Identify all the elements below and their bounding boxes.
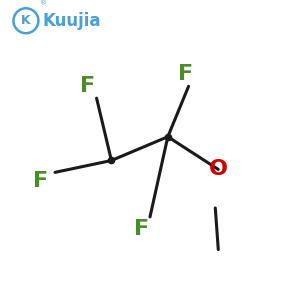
Text: K: K [21, 14, 31, 27]
Text: F: F [80, 76, 95, 96]
Text: O: O [209, 159, 228, 179]
Text: ®: ® [40, 1, 47, 7]
Text: F: F [134, 219, 149, 239]
Text: F: F [178, 64, 193, 84]
Text: F: F [33, 171, 48, 191]
Text: Kuujia: Kuujia [43, 12, 101, 30]
